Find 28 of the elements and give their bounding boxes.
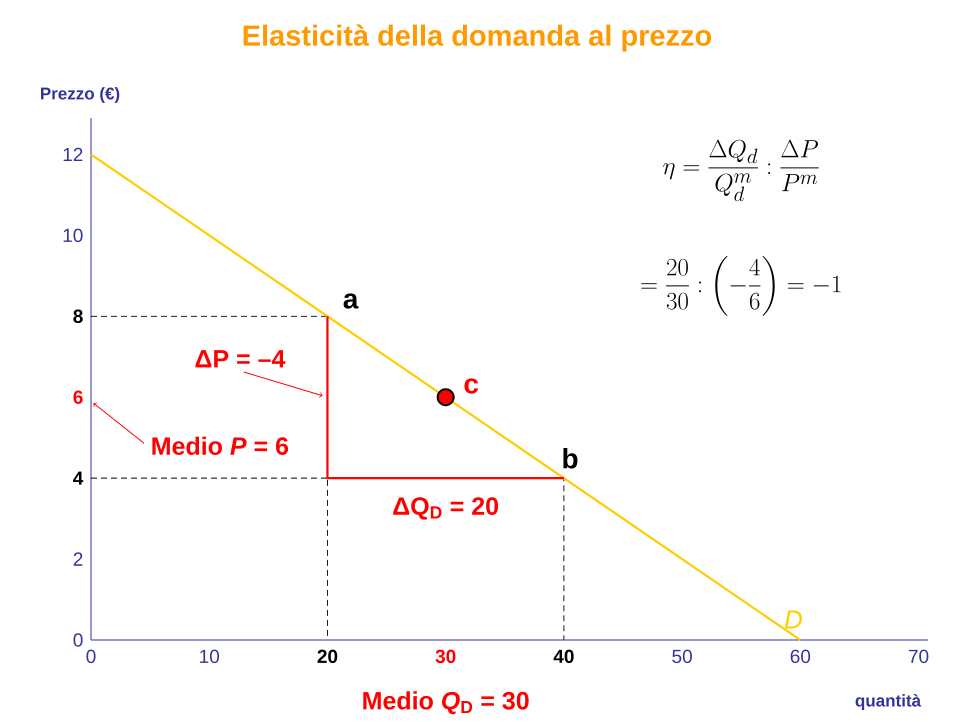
y-tick-label: 6 — [73, 390, 83, 404]
y-tick-label: 4 — [73, 472, 84, 485]
y-tick-label: 2 — [74, 552, 82, 566]
x-tick-label: 20 — [318, 650, 338, 664]
y-tick-label: 12 — [64, 148, 82, 162]
annotation: $= \frac{20}{30} : \left( -\frac{4}{6} \right) = -1$ — [641, 256, 841, 316]
annotation: ΔP = –4 — [196, 350, 286, 368]
y-tick-label: 8 — [73, 310, 83, 323]
y-tick-label: 0 — [74, 633, 83, 647]
annotation: ΔQ$_{D}$ = 20 — [393, 497, 498, 520]
x-tick-label: 10 — [200, 650, 220, 664]
x-tick-label: 50 — [672, 650, 692, 664]
series-label: D — [784, 610, 802, 628]
x-tick-label: 30 — [436, 650, 456, 664]
y-tick-label: 10 — [64, 228, 83, 242]
x-tick-label: 70 — [908, 650, 928, 664]
annotation: $\eta = \frac{\Delta Q_d}{Q_d^m} : \frac{\Delta P}{P^m}$ — [663, 140, 819, 202]
x-axis-title: quantità — [856, 694, 922, 710]
x-tick-label: 60 — [790, 650, 810, 664]
text: Medio Q$_{D}$ = 30 — [363, 691, 529, 714]
annotation: a — [344, 293, 359, 309]
x-tick-label: 0 — [86, 650, 96, 664]
annotation: Medio P = 6 — [152, 436, 288, 455]
chart-title: Elasticità della domanda al prezzo — [244, 24, 712, 52]
y-axis-title: Prezzo (€) — [41, 87, 120, 103]
annotation: c — [464, 378, 478, 394]
x-tick-label: 40 — [554, 650, 574, 664]
annotation: b — [563, 448, 578, 469]
